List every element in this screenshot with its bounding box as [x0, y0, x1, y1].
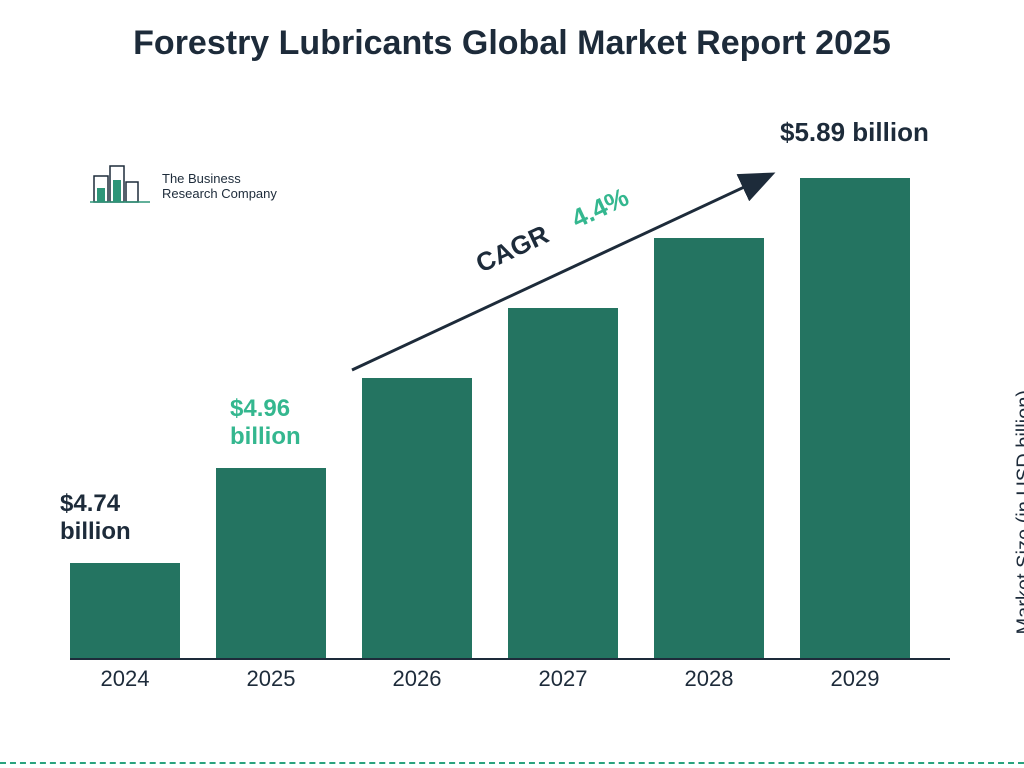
y-axis-label: Market Size (in USD billion) [1014, 390, 1024, 635]
bar [70, 563, 180, 658]
category-label: 2029 [800, 666, 910, 692]
chart-container: { "title": "Forestry Lubricants Global M… [0, 0, 1024, 768]
footer-divider [0, 762, 1024, 764]
bars-group [70, 158, 950, 658]
bar [508, 308, 618, 658]
bar [654, 238, 764, 658]
category-label: 2028 [654, 666, 764, 692]
chart-area: 2024 2025 2026 2027 2028 2029 [70, 140, 950, 700]
category-label: 2027 [508, 666, 618, 692]
category-label: 2025 [216, 666, 326, 692]
bar [216, 468, 326, 658]
y-axis-text: Market Size (in USD billion) [1014, 390, 1024, 635]
category-label: 2026 [362, 666, 472, 692]
bar [362, 378, 472, 658]
category-labels: 2024 2025 2026 2027 2028 2029 [70, 660, 950, 700]
chart-title: Forestry Lubricants Global Market Report… [0, 24, 1024, 63]
title-text: Forestry Lubricants Global Market Report… [133, 24, 891, 62]
bar [800, 178, 910, 658]
category-label: 2024 [70, 666, 180, 692]
